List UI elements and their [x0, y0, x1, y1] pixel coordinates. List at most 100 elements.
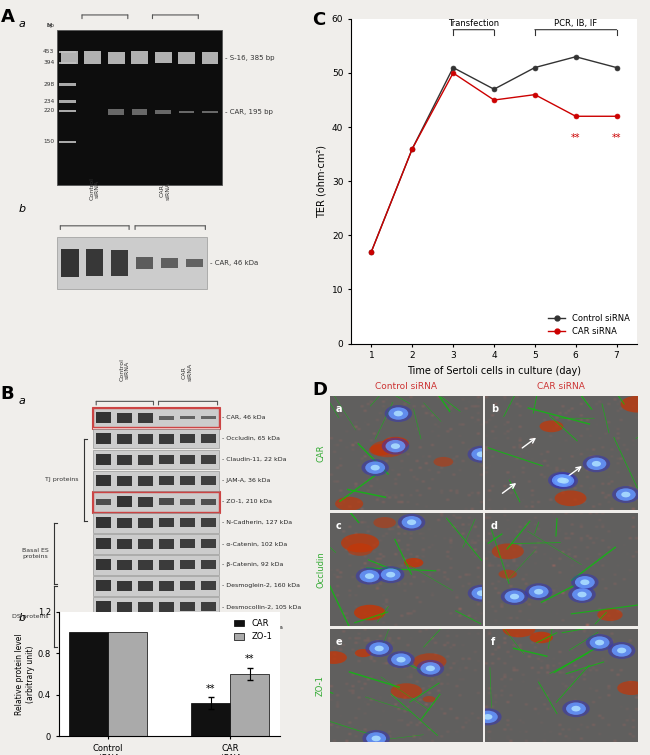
Text: CAR: CAR: [316, 444, 325, 462]
Bar: [93, 408, 219, 427]
Bar: [93, 534, 219, 553]
Ellipse shape: [407, 519, 416, 525]
Bar: [138, 581, 153, 590]
Bar: [60, 51, 77, 64]
Text: - CAR, 195 bp: - CAR, 195 bp: [225, 109, 272, 115]
Ellipse shape: [608, 642, 636, 659]
Ellipse shape: [335, 497, 363, 510]
Text: - Desmocollin-2, 105 kDa: - Desmocollin-2, 105 kDa: [222, 604, 301, 609]
Bar: [92, 491, 220, 513]
Ellipse shape: [582, 455, 610, 473]
Bar: [58, 83, 76, 86]
Bar: [108, 52, 125, 63]
Bar: [117, 433, 132, 444]
Bar: [138, 413, 153, 423]
Bar: [180, 455, 195, 464]
Bar: [180, 560, 195, 569]
Bar: [201, 498, 216, 505]
X-axis label: Time of Sertoli cells in culture (day): Time of Sertoli cells in culture (day): [407, 365, 581, 376]
Ellipse shape: [597, 609, 623, 621]
Bar: [117, 644, 132, 654]
Ellipse shape: [483, 714, 493, 720]
Ellipse shape: [592, 461, 601, 467]
Bar: [96, 476, 111, 486]
Ellipse shape: [540, 421, 564, 432]
Ellipse shape: [572, 588, 592, 601]
Ellipse shape: [385, 440, 406, 452]
Ellipse shape: [554, 475, 574, 487]
Text: DS proteins: DS proteins: [12, 614, 48, 619]
Text: - γ-Catenin, 82 kDa: - γ-Catenin, 82 kDa: [222, 625, 283, 630]
Ellipse shape: [421, 662, 440, 675]
Ellipse shape: [617, 648, 626, 653]
Text: a: a: [18, 19, 25, 29]
Text: **: **: [571, 132, 580, 143]
Bar: [138, 518, 153, 528]
Ellipse shape: [413, 653, 447, 670]
Bar: [58, 62, 76, 64]
Text: A: A: [1, 8, 14, 26]
Ellipse shape: [586, 634, 614, 651]
Bar: [180, 518, 195, 527]
Bar: [191, 703, 230, 736]
Text: c: c: [335, 521, 341, 531]
Bar: [230, 673, 270, 736]
Text: - S-16, 385 bp: - S-16, 385 bp: [225, 54, 274, 60]
Ellipse shape: [398, 513, 425, 531]
Bar: [92, 407, 220, 429]
Bar: [180, 602, 195, 612]
Bar: [96, 455, 111, 465]
Text: - Occludin, 65 kDa: - Occludin, 65 kDa: [222, 436, 280, 441]
Ellipse shape: [372, 735, 381, 741]
Text: 234: 234: [43, 99, 55, 103]
Ellipse shape: [402, 516, 421, 528]
Text: - Actin, 42 kDa: - Actin, 42 kDa: [222, 646, 268, 652]
Ellipse shape: [580, 579, 590, 585]
Ellipse shape: [354, 605, 385, 621]
Text: d: d: [491, 521, 498, 531]
Bar: [138, 476, 153, 485]
Ellipse shape: [566, 702, 586, 715]
Bar: [159, 518, 174, 528]
Text: **: **: [206, 683, 215, 694]
Ellipse shape: [382, 437, 409, 450]
Bar: [201, 476, 216, 485]
Bar: [201, 602, 216, 612]
Text: D: D: [312, 381, 327, 399]
Bar: [201, 519, 216, 527]
Text: b: b: [18, 613, 25, 624]
Text: - Claudin-11, 22 kDa: - Claudin-11, 22 kDa: [222, 458, 286, 462]
Ellipse shape: [391, 653, 411, 666]
Bar: [138, 539, 153, 549]
Bar: [93, 555, 219, 575]
Ellipse shape: [370, 440, 405, 458]
Ellipse shape: [369, 444, 393, 455]
Text: - N-Cadherin, 127 kDa: - N-Cadherin, 127 kDa: [222, 520, 292, 525]
Bar: [180, 624, 195, 633]
Bar: [93, 618, 219, 638]
Bar: [138, 602, 153, 612]
Text: Control siRNA: Control siRNA: [375, 382, 437, 391]
Text: M: M: [46, 23, 51, 28]
Text: - β-Catenin, 92 kDa: - β-Catenin, 92 kDa: [222, 562, 283, 567]
Ellipse shape: [382, 438, 410, 455]
Text: a: a: [18, 396, 25, 406]
Y-axis label: Relative protein level
(arbitrary unit): Relative protein level (arbitrary unit): [16, 633, 35, 715]
Bar: [180, 416, 195, 419]
Ellipse shape: [616, 488, 636, 501]
Bar: [93, 450, 219, 470]
Bar: [138, 560, 153, 569]
Bar: [117, 455, 132, 465]
Bar: [159, 455, 174, 464]
Text: 453: 453: [43, 49, 55, 54]
Bar: [84, 51, 101, 64]
Text: ZO-1: ZO-1: [316, 675, 325, 696]
Bar: [202, 111, 218, 113]
Bar: [108, 633, 147, 736]
Bar: [117, 581, 132, 591]
Ellipse shape: [394, 411, 403, 416]
Text: 394: 394: [43, 60, 55, 65]
Ellipse shape: [548, 472, 575, 488]
Bar: [202, 52, 218, 63]
Ellipse shape: [621, 492, 630, 498]
